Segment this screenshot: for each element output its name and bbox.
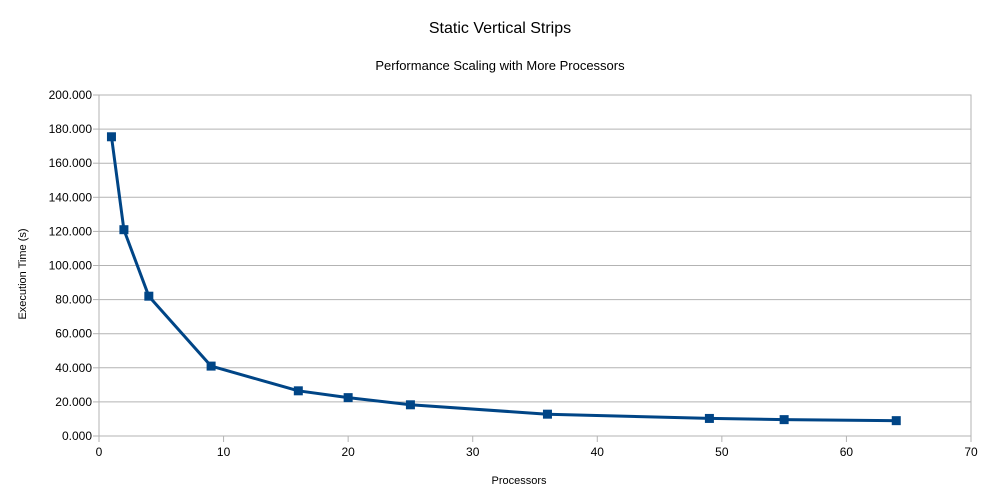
data-point-marker	[405, 400, 415, 410]
y-tick-label: 120.000	[49, 224, 93, 238]
data-point-marker	[343, 393, 353, 403]
y-tick-label: 160.000	[49, 156, 93, 170]
y-tick-label: 200.000	[49, 88, 93, 102]
x-tick-label: 50	[715, 445, 729, 459]
data-point-marker	[144, 291, 154, 301]
x-tick-label: 30	[466, 445, 480, 459]
x-tick-label: 70	[964, 445, 978, 459]
y-tick-label: 60.000	[55, 327, 92, 341]
data-point-marker	[891, 416, 901, 426]
series-layer	[106, 132, 901, 426]
y-axis-ticks: 0.000 20.000 40.000 60.000 80.000 100.000 120.…	[49, 88, 99, 443]
x-tick-label: 60	[840, 445, 854, 459]
y-tick-label: 80.000	[55, 293, 92, 307]
y-tick-label: 20.000	[55, 395, 92, 409]
data-point-marker	[119, 225, 129, 235]
x-tick-label: 20	[341, 445, 355, 459]
data-point-marker	[704, 413, 714, 423]
data-point-marker	[293, 386, 303, 396]
y-tick-label: 40.000	[55, 361, 92, 375]
x-tick-label: 40	[591, 445, 605, 459]
chart-subtitle: Performance Scaling with More Processors	[375, 58, 625, 73]
x-tick-label: 0	[96, 445, 103, 459]
y-tick-label: 180.000	[49, 122, 93, 136]
chart-title: Static Vertical Strips	[429, 20, 571, 37]
data-point-marker	[106, 132, 116, 142]
y-axis-title: Execution Time (s)	[17, 228, 29, 319]
data-point-marker	[779, 415, 789, 425]
data-point-marker	[206, 361, 216, 371]
data-point-marker	[542, 409, 552, 419]
y-tick-label: 0.000	[62, 429, 92, 443]
x-tick-label: 10	[217, 445, 231, 459]
y-tick-label: 140.000	[49, 190, 93, 204]
y-tick-label: 100.000	[49, 259, 93, 273]
x-axis-ticks: 0 10 20 30 40 50 60 70	[96, 436, 978, 459]
x-axis-title: Processors	[491, 475, 547, 487]
